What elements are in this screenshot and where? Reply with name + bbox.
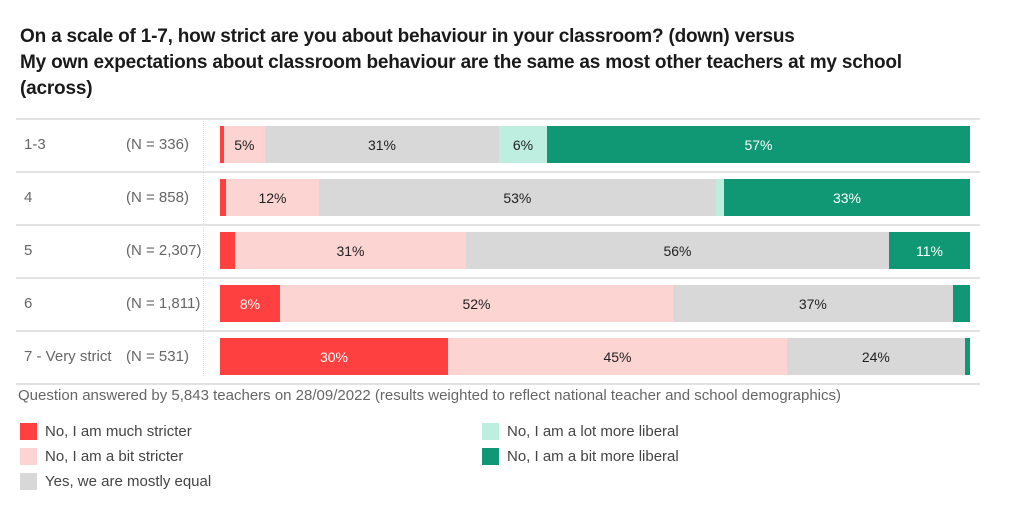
bar-segment-bit-stricter: 52% xyxy=(280,285,673,322)
row-label: 4 xyxy=(24,189,33,206)
bar-segment-much-stricter xyxy=(220,126,224,163)
legend-swatch-icon xyxy=(20,423,37,440)
row-label: 5 xyxy=(24,242,33,259)
bar-segment-lot-more-liberal xyxy=(715,179,724,216)
bar-segment-much-stricter: 30% xyxy=(220,338,448,375)
chart-row: 4 (N = 858) 12% 53% 33% xyxy=(16,171,980,224)
bar-segment-much-stricter: 8% xyxy=(220,285,280,322)
chart-row: 6 (N = 1,811) 8% 52% 37% xyxy=(16,277,980,330)
row-sample-size: (N = 2,307) xyxy=(126,242,202,259)
bar-segment-bit-more-liberal: 57% xyxy=(547,126,970,163)
bar-segment-bit-more-liberal: 33% xyxy=(724,179,970,216)
legend-label: No, I am a lot more liberal xyxy=(507,423,679,440)
bar-segment-equal: 37% xyxy=(673,285,953,322)
axis-divider xyxy=(203,118,204,376)
legend-label: No, I am a bit stricter xyxy=(45,448,184,465)
bar-segment-equal: 56% xyxy=(466,232,889,269)
chart-title: On a scale of 1-7, how strict are you ab… xyxy=(20,24,1010,102)
bar-segment-equal: 31% xyxy=(265,126,499,163)
legend-swatch-icon xyxy=(20,448,37,465)
bar-segment-equal: 24% xyxy=(787,338,965,375)
legend-item-much-stricter: No, I am much stricter xyxy=(20,423,192,440)
chart-row: 7 - Very strict (N = 531) 30% 45% 24% xyxy=(16,330,980,385)
row-sample-size: (N = 858) xyxy=(126,189,189,206)
legend-label: Yes, we are mostly equal xyxy=(45,473,212,490)
legend-item-bit-stricter: No, I am a bit stricter xyxy=(20,448,183,465)
stacked-bar: 30% 45% 24% xyxy=(220,338,970,375)
bar-segment-bit-stricter: 12% xyxy=(226,179,319,216)
bar-segment-bit-more-liberal xyxy=(964,338,970,375)
stacked-bar: 5% 31% 6% 57% xyxy=(220,126,970,163)
legend-swatch-icon xyxy=(482,448,499,465)
chart-title-line-2: My own expectations about classroom beha… xyxy=(20,52,902,73)
stacked-bar: 12% 53% 33% xyxy=(220,179,970,216)
bar-segment-much-stricter xyxy=(220,179,226,216)
legend-swatch-icon xyxy=(20,473,37,490)
stacked-bar: 8% 52% 37% xyxy=(220,285,970,322)
chart-row: 1-3 (N = 336) 5% 31% 6% 57% xyxy=(16,118,980,171)
bar-segment-bit-more-liberal: 11% xyxy=(889,232,970,269)
row-sample-size: (N = 336) xyxy=(126,136,189,153)
legend-item-lot-more-liberal: No, I am a lot more liberal xyxy=(482,423,679,440)
bar-segment-bit-stricter: 5% xyxy=(223,126,265,163)
bar-segment-much-stricter xyxy=(220,232,235,269)
row-label: 7 - Very strict xyxy=(24,348,112,365)
chart-title-line-3: (across) xyxy=(20,78,93,99)
stacked-bar: 31% 56% 11% xyxy=(220,232,970,269)
legend-item-bit-more-liberal: No, I am a bit more liberal xyxy=(482,448,679,465)
legend-label: No, I am much stricter xyxy=(45,423,192,440)
chart-rows: 1-3 (N = 336) 5% 31% 6% 57% 4 (N = 858) 12% 53% 33… xyxy=(16,118,980,385)
row-label: 6 xyxy=(24,295,33,312)
legend-label: No, I am a bit more liberal xyxy=(507,448,679,465)
chart-row: 5 (N = 2,307) 31% 56% 11% xyxy=(16,224,980,277)
bar-segment-lot-more-liberal: 6% xyxy=(499,126,547,163)
legend-swatch-icon xyxy=(482,423,499,440)
bar-segment-bit-stricter: 45% xyxy=(448,338,787,375)
legend-item-mostly-equal: Yes, we are mostly equal xyxy=(20,473,211,490)
bar-segment-bit-more-liberal xyxy=(952,285,970,322)
row-sample-size: (N = 1,811) xyxy=(126,295,201,312)
row-sample-size: (N = 531) xyxy=(126,348,189,365)
bar-segment-bit-stricter: 31% xyxy=(235,232,466,269)
chart-title-line-1: On a scale of 1-7, how strict are you ab… xyxy=(20,26,795,47)
bar-segment-equal: 53% xyxy=(319,179,716,216)
source-note: Question answered by 5,843 teachers on 2… xyxy=(18,387,842,404)
row-label: 1-3 xyxy=(24,136,46,153)
